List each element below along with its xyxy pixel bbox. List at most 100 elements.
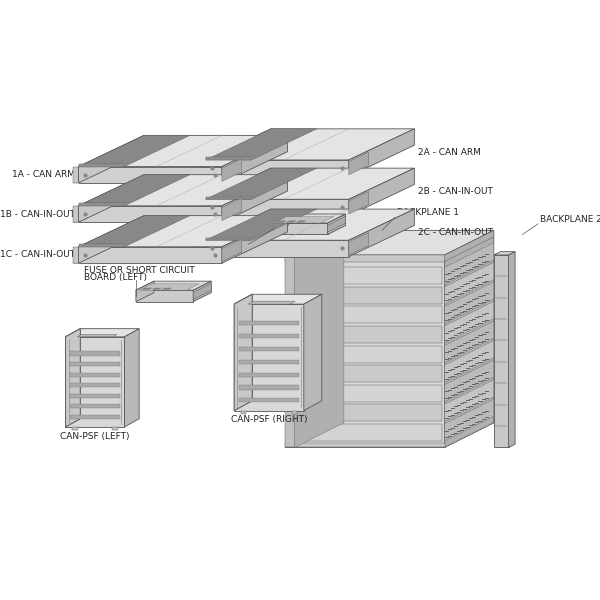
Polygon shape — [139, 284, 199, 290]
Polygon shape — [122, 244, 128, 247]
Polygon shape — [73, 191, 144, 222]
Polygon shape — [206, 240, 349, 257]
Polygon shape — [248, 238, 256, 240]
Polygon shape — [116, 164, 122, 166]
Polygon shape — [113, 203, 120, 205]
Polygon shape — [136, 281, 211, 290]
Polygon shape — [239, 347, 299, 351]
Polygon shape — [292, 410, 297, 414]
Polygon shape — [73, 232, 144, 263]
Polygon shape — [104, 164, 111, 166]
Polygon shape — [90, 164, 97, 166]
Polygon shape — [494, 251, 515, 255]
Polygon shape — [248, 196, 256, 199]
Polygon shape — [107, 203, 114, 205]
Polygon shape — [223, 238, 230, 240]
Polygon shape — [277, 221, 286, 222]
Polygon shape — [349, 152, 368, 175]
Polygon shape — [206, 238, 212, 240]
Polygon shape — [445, 340, 494, 382]
Polygon shape — [79, 175, 190, 206]
Polygon shape — [73, 167, 79, 183]
Polygon shape — [79, 244, 85, 247]
Polygon shape — [70, 415, 119, 419]
Polygon shape — [206, 238, 251, 240]
Polygon shape — [237, 196, 244, 199]
Polygon shape — [287, 221, 296, 222]
Text: 2B - CAN-IN-OUT: 2B - CAN-IN-OUT — [418, 187, 493, 196]
Polygon shape — [79, 215, 287, 247]
Polygon shape — [445, 230, 494, 448]
Polygon shape — [104, 244, 111, 247]
Polygon shape — [200, 160, 206, 176]
Polygon shape — [79, 136, 190, 167]
Polygon shape — [79, 175, 144, 222]
Polygon shape — [79, 164, 85, 166]
Polygon shape — [232, 196, 238, 199]
Polygon shape — [287, 365, 442, 382]
Polygon shape — [206, 157, 212, 160]
Polygon shape — [245, 196, 253, 199]
Polygon shape — [79, 167, 222, 183]
Polygon shape — [229, 238, 235, 240]
Polygon shape — [110, 164, 117, 166]
Polygon shape — [90, 203, 97, 205]
Polygon shape — [234, 294, 322, 304]
Polygon shape — [65, 337, 124, 427]
Polygon shape — [208, 157, 215, 160]
Polygon shape — [270, 214, 346, 223]
Polygon shape — [206, 160, 349, 176]
Text: FUSE OR SHORT CIRCUIT: FUSE OR SHORT CIRCUIT — [191, 242, 302, 251]
Polygon shape — [152, 288, 161, 289]
Polygon shape — [445, 282, 494, 323]
Polygon shape — [206, 129, 415, 160]
Polygon shape — [239, 334, 299, 338]
Polygon shape — [222, 136, 287, 183]
Polygon shape — [70, 352, 119, 356]
Polygon shape — [245, 157, 253, 160]
Polygon shape — [285, 255, 445, 448]
Polygon shape — [119, 164, 125, 166]
Polygon shape — [65, 329, 80, 427]
Polygon shape — [79, 206, 222, 222]
Polygon shape — [349, 168, 415, 215]
Polygon shape — [87, 203, 94, 205]
Polygon shape — [85, 244, 91, 247]
Text: FUSE OR SHORT CIRCUIT: FUSE OR SHORT CIRCUIT — [85, 266, 195, 275]
Polygon shape — [232, 238, 238, 240]
Text: BOARD (LEFT): BOARD (LEFT) — [85, 273, 148, 282]
Polygon shape — [107, 244, 114, 247]
Polygon shape — [79, 215, 190, 247]
Polygon shape — [287, 346, 442, 362]
Polygon shape — [70, 394, 119, 398]
Polygon shape — [445, 242, 494, 284]
Polygon shape — [445, 321, 494, 362]
Polygon shape — [226, 238, 232, 240]
Text: 1A - CAN ARM: 1A - CAN ARM — [12, 170, 75, 179]
Polygon shape — [82, 203, 88, 205]
Polygon shape — [206, 168, 317, 199]
Polygon shape — [104, 203, 111, 205]
Polygon shape — [110, 203, 117, 205]
Polygon shape — [239, 321, 299, 325]
Polygon shape — [287, 326, 442, 343]
Polygon shape — [243, 238, 250, 240]
Polygon shape — [119, 203, 125, 205]
Polygon shape — [162, 288, 172, 289]
Polygon shape — [85, 164, 91, 166]
Polygon shape — [285, 255, 445, 262]
Polygon shape — [295, 230, 344, 448]
Polygon shape — [229, 196, 235, 199]
Polygon shape — [79, 136, 287, 167]
Polygon shape — [287, 267, 442, 284]
Polygon shape — [206, 157, 251, 160]
Polygon shape — [206, 209, 271, 257]
Polygon shape — [237, 157, 244, 160]
Text: 1C - CAN-IN-OUT: 1C - CAN-IN-OUT — [0, 250, 75, 259]
Polygon shape — [222, 159, 242, 181]
Text: CAN-PSF (RIGHT): CAN-PSF (RIGHT) — [231, 415, 307, 424]
Polygon shape — [87, 244, 94, 247]
Polygon shape — [116, 203, 122, 205]
Polygon shape — [217, 157, 224, 160]
Polygon shape — [243, 196, 250, 199]
